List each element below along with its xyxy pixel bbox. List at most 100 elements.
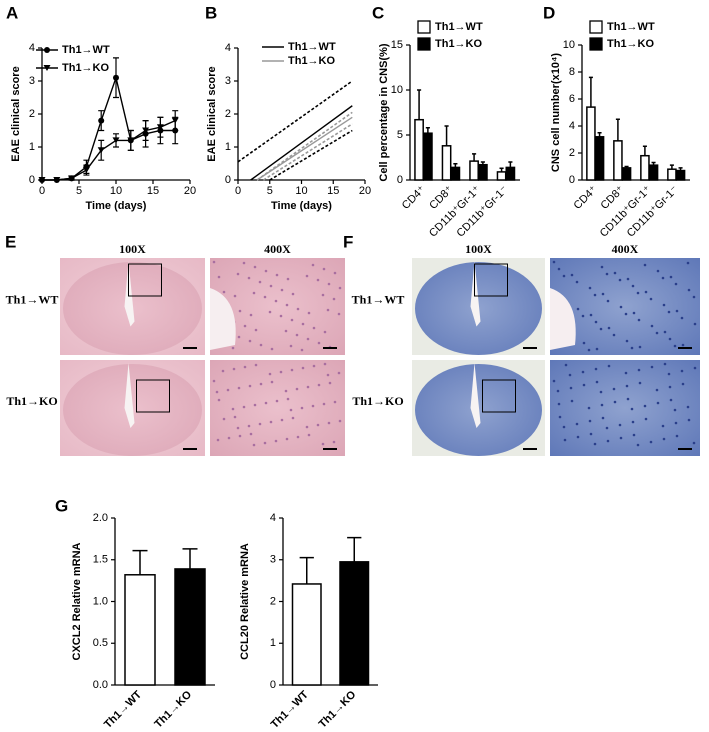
panel-letter: B <box>205 3 217 22</box>
nucleus <box>242 261 246 265</box>
nucleus <box>305 274 309 278</box>
y-axis-label: CXCL2 Relative mRNA <box>71 542 83 660</box>
nucleus <box>632 433 636 437</box>
nucleus <box>589 432 593 436</box>
y-tick-label: 1.0 <box>93 595 108 607</box>
nucleus <box>279 314 283 318</box>
nucleus <box>263 441 267 445</box>
nucleus <box>279 370 283 374</box>
nucleus <box>307 433 311 437</box>
error-bar <box>299 556 314 584</box>
nucleus <box>269 284 273 288</box>
nucleus <box>693 366 697 370</box>
series-line <box>237 80 353 163</box>
nucleus <box>687 418 691 422</box>
panel-letter: C <box>372 3 384 22</box>
nucleus <box>311 404 315 408</box>
nucleus <box>564 363 568 367</box>
nucleus <box>215 390 219 394</box>
fissure <box>470 261 481 327</box>
nucleus <box>249 313 253 317</box>
nucleus <box>625 339 629 343</box>
nucleus <box>280 418 284 422</box>
nucleus <box>236 272 240 276</box>
point <box>171 117 179 124</box>
nucleus <box>606 299 610 303</box>
zoom-box <box>136 379 170 413</box>
nucleus <box>252 291 256 295</box>
nucleus <box>284 389 288 393</box>
x-tick-label: 20 <box>359 185 371 197</box>
nucleus <box>217 398 221 402</box>
nucleus <box>259 382 263 386</box>
nucleus <box>594 367 598 371</box>
legend-label: Th1→KO <box>435 38 483 50</box>
bar <box>640 154 650 181</box>
nucleus <box>673 344 677 348</box>
bar <box>621 167 632 181</box>
series-line <box>42 119 176 181</box>
y-tick-label: 10 <box>391 84 403 96</box>
y-axis-label: EAE clinical score <box>10 66 22 161</box>
nucleus <box>285 303 289 307</box>
nucleus <box>637 368 641 372</box>
nucleus <box>237 335 241 339</box>
nucleus <box>625 384 629 388</box>
nucleus <box>656 269 660 273</box>
nucleus <box>693 322 697 326</box>
nucleus <box>668 337 672 341</box>
nucleus <box>217 275 221 279</box>
x-tick-label: 5 <box>76 185 82 197</box>
nucleus <box>557 267 561 271</box>
nucleus <box>222 417 226 421</box>
nucleus <box>582 341 586 345</box>
bar <box>675 169 686 181</box>
legend-swatch <box>417 37 431 51</box>
nucleus <box>687 288 691 292</box>
y-tick-label: 4 <box>270 512 276 524</box>
nucleus <box>284 329 288 333</box>
nucleus <box>636 291 640 295</box>
vessel <box>550 288 576 350</box>
nucleus <box>612 387 616 391</box>
y-tick-label: 6 <box>569 93 575 105</box>
nucleus <box>328 381 332 385</box>
panel-letter: F <box>343 232 353 251</box>
nucleus <box>290 368 294 372</box>
nucleus <box>655 331 659 335</box>
y-tick-label: 2 <box>29 108 35 120</box>
nucleus <box>669 398 673 402</box>
nucleus <box>599 327 603 331</box>
y-tick-label: 0.0 <box>93 679 108 691</box>
nucleus <box>570 273 574 277</box>
nucleus <box>291 292 295 296</box>
zoom-box <box>128 263 162 297</box>
y-tick-label: 3 <box>29 75 35 87</box>
vessel <box>210 288 236 350</box>
point <box>53 177 61 183</box>
nucleus <box>557 402 561 406</box>
nucleus <box>643 404 647 408</box>
nucleus <box>332 440 336 444</box>
legend-label: Th1→WT <box>288 41 336 53</box>
y-tick-label: 15 <box>391 39 403 51</box>
nucleus <box>576 307 580 311</box>
nucleus <box>600 265 604 269</box>
nucleus <box>674 421 678 425</box>
nucleus <box>638 345 642 349</box>
nucleus <box>587 406 591 410</box>
nucleus <box>296 435 300 439</box>
bar <box>469 160 479 181</box>
y-tick-label: 4 <box>29 42 35 54</box>
nucleus <box>307 311 311 315</box>
bar <box>291 583 322 686</box>
nucleus <box>300 348 304 352</box>
nucleus <box>296 307 300 311</box>
nucleus <box>264 401 268 405</box>
nucleus <box>289 408 293 412</box>
nucleus <box>326 308 330 312</box>
error-bar <box>417 89 422 120</box>
legend-label: Th1→WT <box>62 44 110 56</box>
nucleus <box>587 348 591 352</box>
